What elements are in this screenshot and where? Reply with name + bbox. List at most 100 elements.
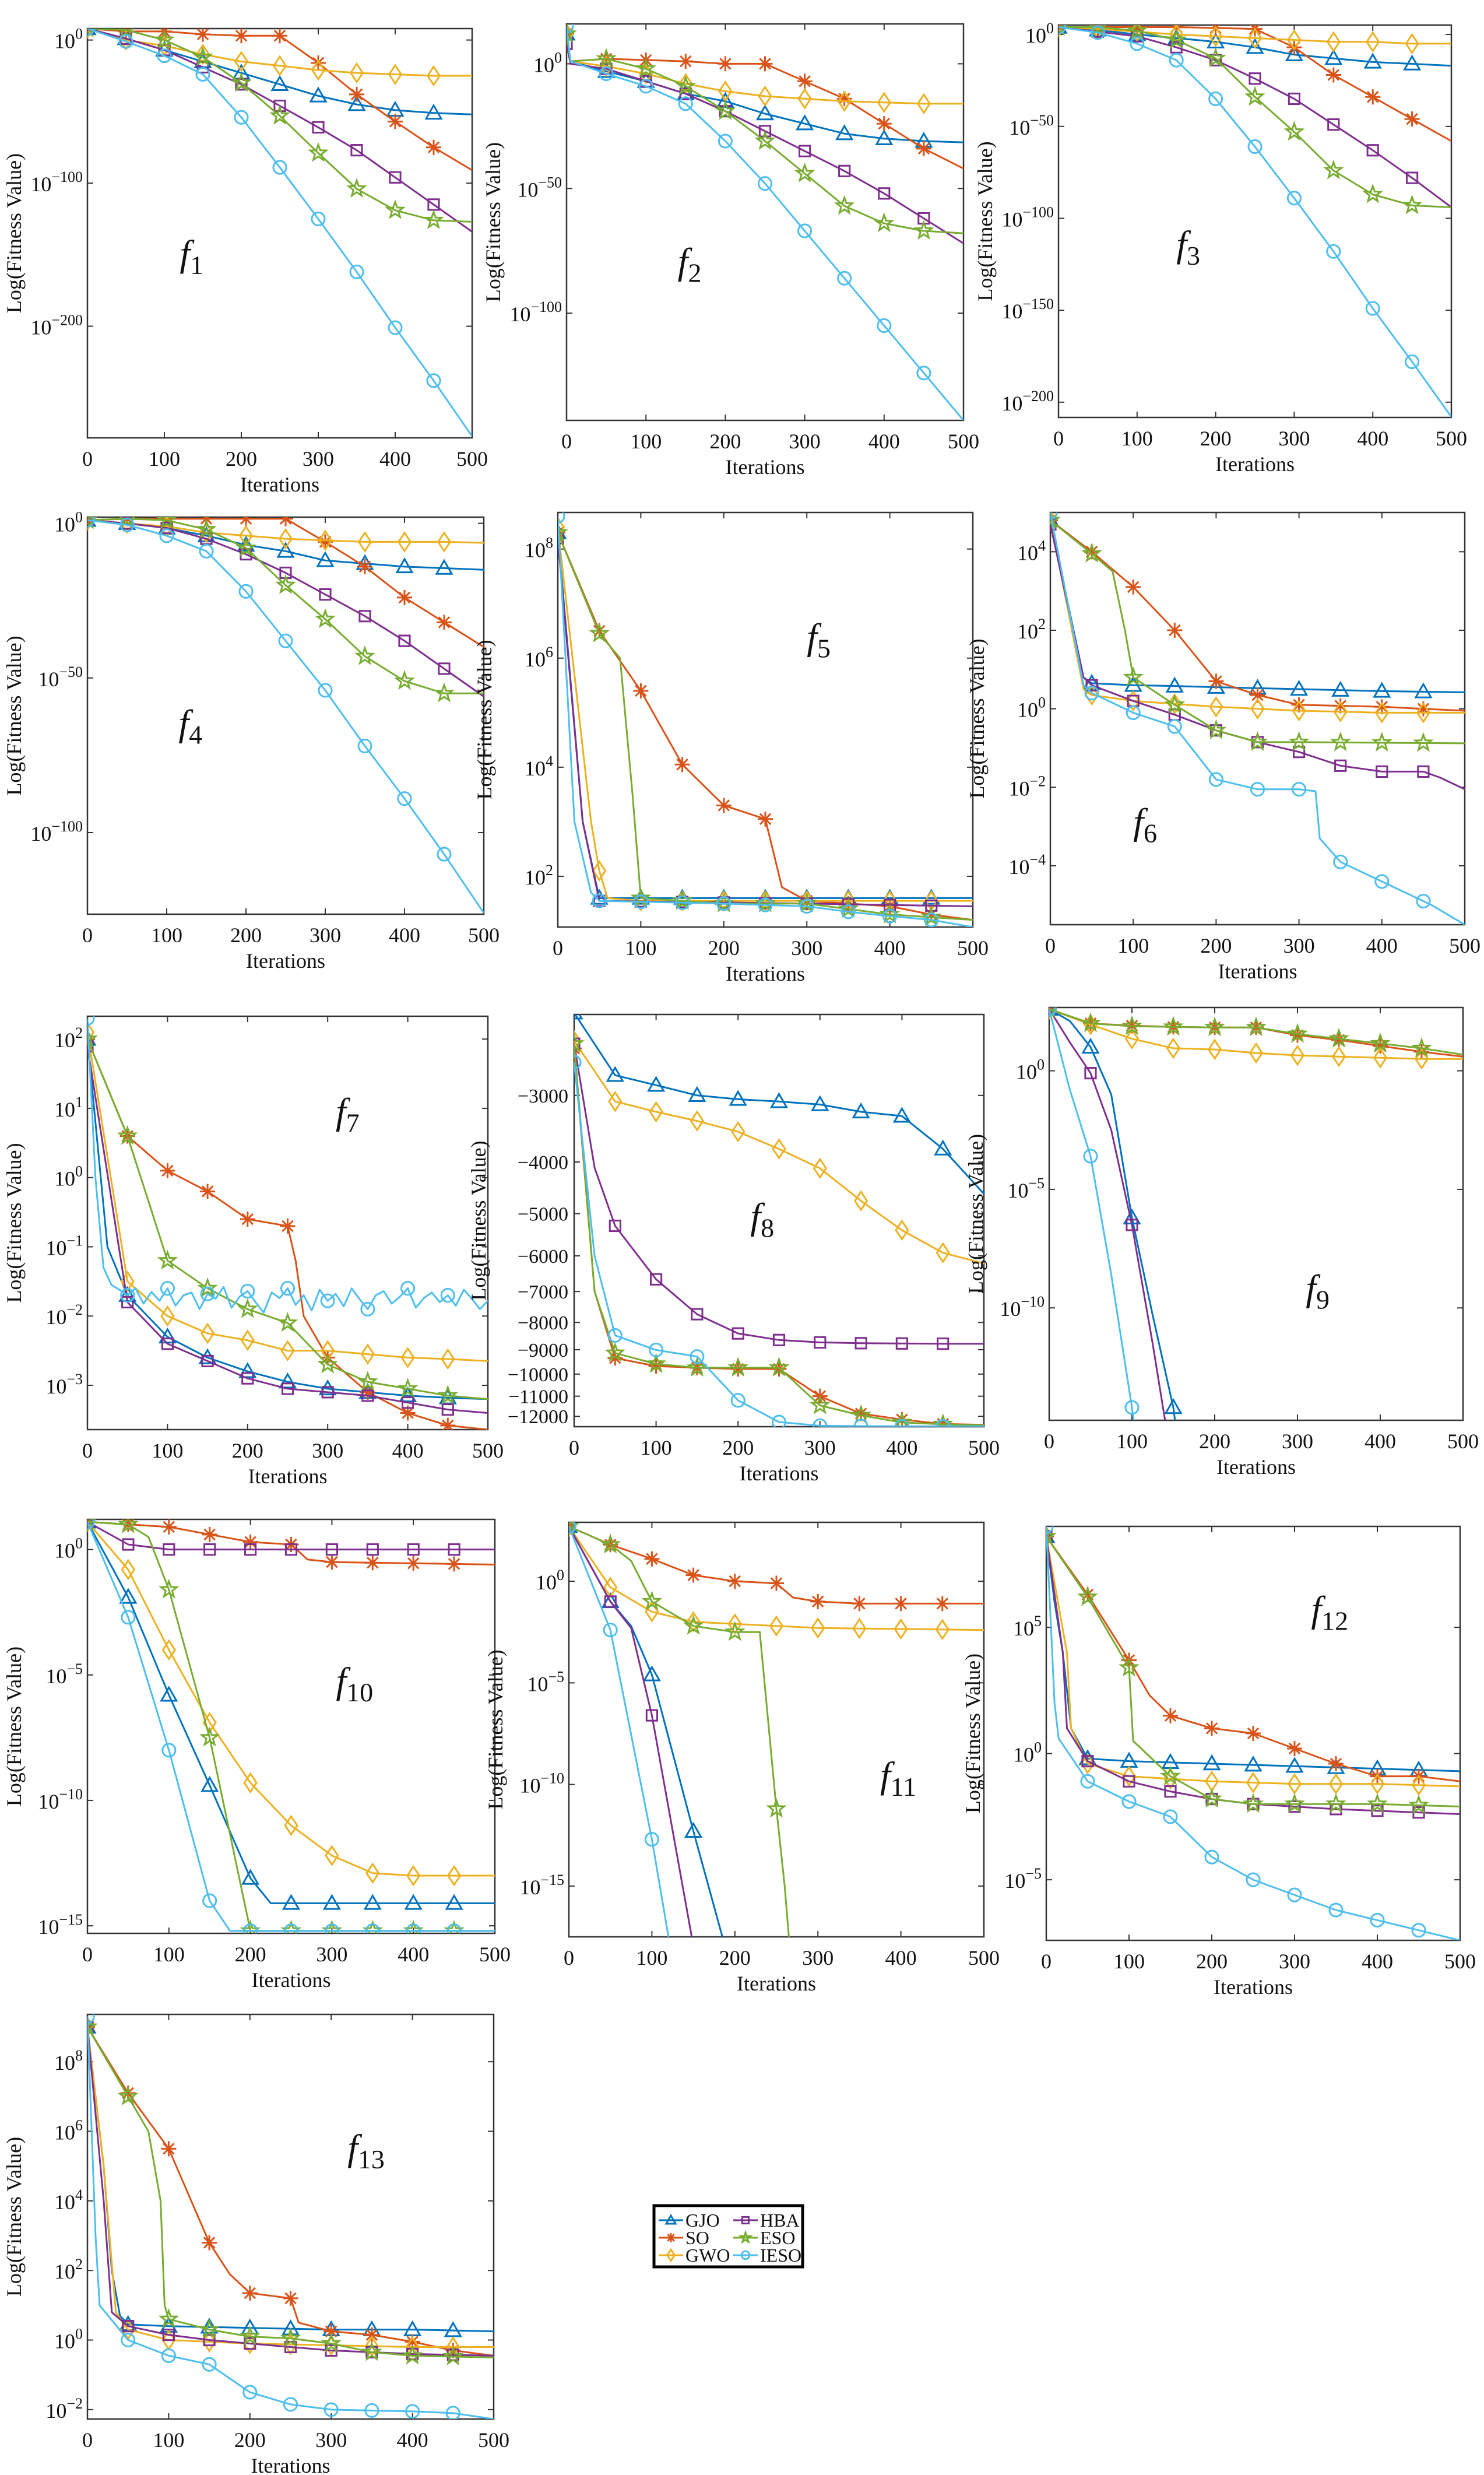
marker-GWO <box>758 85 772 107</box>
marker-IESO <box>400 1281 416 1296</box>
marker-SO <box>278 517 293 526</box>
function-index: 3 <box>1187 241 1200 271</box>
marker-ESO <box>157 1249 178 1270</box>
marker-IESO <box>278 633 293 648</box>
y-tick-label: 10−200 <box>30 312 83 339</box>
y-tick-label: 100 <box>1013 1739 1042 1767</box>
marker-ESO <box>1371 732 1392 752</box>
series-group <box>1049 1007 1463 1420</box>
legend-label: HBA <box>760 2210 800 2231</box>
marker-HBA <box>1376 765 1388 778</box>
marker-GWO <box>1328 1773 1344 1795</box>
x-axis-label: Iterations <box>240 473 319 496</box>
series-line-IESO <box>558 516 973 927</box>
marker-HBA <box>1084 1067 1097 1080</box>
y-axis-label: Log(Fitness Value) <box>2 1647 26 1806</box>
marker-HBA <box>312 121 325 134</box>
marker-IESO <box>1208 772 1223 787</box>
marker-GWO <box>437 531 452 553</box>
marker-IESO <box>841 904 856 919</box>
marker-GWO <box>1416 702 1431 724</box>
marker-HBA <box>398 634 411 647</box>
marker-GWO <box>877 92 892 114</box>
y-tick-label: 10−5 <box>527 1668 564 1695</box>
y-axis-label: Log(Fitness Value) <box>961 1653 984 1813</box>
marker-IESO <box>678 96 693 111</box>
marker-SO <box>592 623 607 639</box>
plot-area <box>1048 1006 1464 1421</box>
marker-SO <box>893 1596 909 1612</box>
function-index: 12 <box>1321 1606 1348 1635</box>
marker-GWO <box>1249 1042 1264 1064</box>
marker-GJO <box>1403 54 1422 71</box>
marker-GJO <box>1049 1007 1059 1016</box>
marker-IESO <box>397 791 412 806</box>
marker-SO <box>388 114 403 129</box>
series-line-ESO <box>87 29 472 223</box>
marker-GJO <box>1081 1037 1100 1054</box>
marker-SO <box>311 55 326 71</box>
marker-ESO <box>237 1298 258 1318</box>
marker-SO <box>923 907 939 922</box>
marker-ESO <box>1160 1765 1181 1785</box>
marker-HBA <box>609 1219 621 1233</box>
x-tick-label: 400 <box>392 1439 424 1462</box>
marker-GWO <box>916 93 931 115</box>
marker-SO <box>1204 1721 1219 1736</box>
x-axis-label: Iterations <box>1215 452 1295 476</box>
marker-ESO <box>315 608 336 629</box>
x-tick-label: 100 <box>636 1946 667 1970</box>
x-tick-label: 300 <box>303 447 334 471</box>
marker-SO <box>1246 1726 1261 1741</box>
marker-ESO <box>402 2344 423 2365</box>
circle-icon <box>740 2250 751 2260</box>
x-tick-label: 400 <box>397 2428 428 2452</box>
marker-SO <box>1291 697 1307 712</box>
marker-IESO <box>1246 1872 1261 1887</box>
marker-GWO <box>278 528 293 550</box>
series-line-ESO <box>87 2026 494 2358</box>
legend-item-IESO: IESO <box>733 2245 801 2266</box>
marker-SO <box>1208 673 1224 689</box>
tick-exponent: 0 <box>1046 20 1054 37</box>
marker-GJO <box>1324 49 1343 65</box>
marker-GJO <box>1165 676 1184 693</box>
series-group <box>558 512 973 927</box>
marker-IESO <box>1365 301 1380 316</box>
marker-GJO <box>684 1821 703 1838</box>
marker-SO <box>324 1554 340 1570</box>
marker-IESO <box>365 1923 380 1933</box>
asterisk-icon <box>666 2233 676 2242</box>
marker-GJO <box>796 114 814 131</box>
marker-SO <box>852 1596 867 1612</box>
x-tick-label: 300 <box>1282 1430 1313 1453</box>
marker-ESO <box>1081 542 1102 563</box>
y-tick-label: 100 <box>54 26 83 53</box>
marker-HBA <box>241 1372 254 1385</box>
marker-SO <box>1167 623 1183 638</box>
marker-ESO <box>1367 1793 1388 1813</box>
y-tick-label: 100 <box>54 1163 83 1191</box>
marker-IESO <box>894 1419 909 1427</box>
tick-exponent: −100 <box>1022 203 1054 220</box>
subplot-f4: 0 100 200 300 400 50010010−5010−100Iterations… <box>2 509 500 973</box>
marker-SO <box>1287 1740 1302 1756</box>
y-tick-label: 104 <box>525 753 553 780</box>
marker-ESO <box>1121 1015 1142 1035</box>
marker-IESO <box>633 894 648 910</box>
x-tick-label: 300 <box>1278 427 1310 450</box>
y-tick-label: 10−2 <box>1008 773 1046 800</box>
subplots: 0 100 200 300 400 50010010−10010−200Iteration… <box>2 20 1481 2475</box>
marker-GJO <box>198 1348 217 1364</box>
marker-GJO <box>755 104 775 121</box>
x-tick-label: 0 <box>82 1439 93 1462</box>
marker-HBA <box>645 1709 659 1722</box>
marker-GJO <box>241 1869 260 1885</box>
marker-IESO <box>364 2403 379 2418</box>
marker-ESO <box>275 574 296 594</box>
marker-IESO <box>649 1342 664 1357</box>
y-tick-label: 10−1 <box>45 1232 83 1259</box>
marker-GWO <box>1209 696 1223 718</box>
y-tick-label: 108 <box>525 535 553 562</box>
marker-IESO <box>405 2404 420 2419</box>
